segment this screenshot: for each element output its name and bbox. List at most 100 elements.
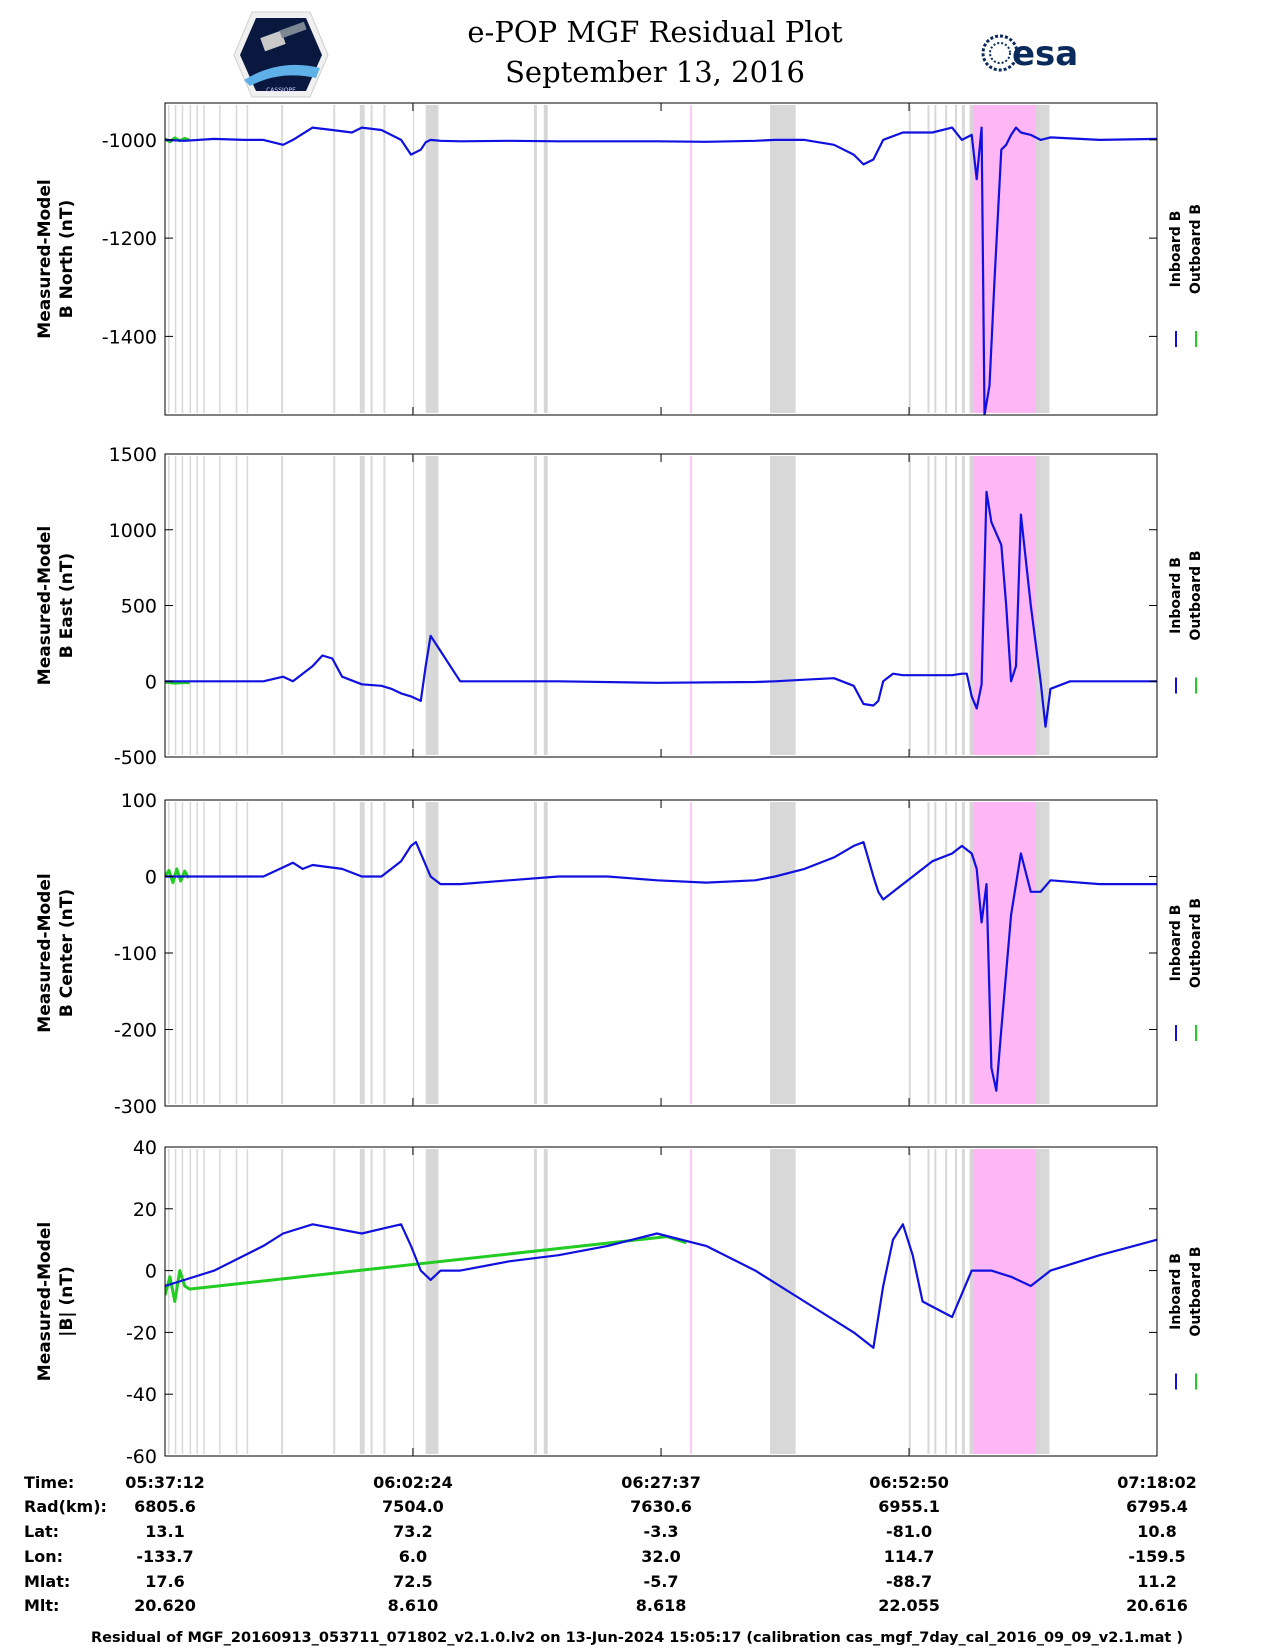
series-outboard-line [165, 867, 190, 885]
series-inboard-line [165, 126, 1157, 415]
data-gap-11 [333, 1149, 336, 1454]
esa-logo-text: esa [1012, 34, 1078, 74]
data-gap-16 [533, 456, 537, 755]
table-row-label: Mlat: [24, 1572, 70, 1591]
y-axis-label-line2: |B| (nT) [57, 1266, 77, 1337]
data-gap-7 [219, 1149, 221, 1454]
data-gap-22 [908, 802, 911, 1104]
series-group [165, 126, 1157, 415]
data-gap-5 [196, 456, 198, 755]
data-gap-4 [189, 105, 192, 413]
data-gap-3 [181, 802, 184, 1104]
legend-outboard-label: Outboard B [1188, 550, 1204, 640]
data-gap-16 [533, 1149, 537, 1454]
y-tick-label: -20 [126, 1322, 157, 1344]
data-gap-18 [412, 1149, 415, 1454]
data-gap-21 [770, 802, 796, 1104]
y-axis-label-line1: Measured-Model [35, 179, 55, 338]
table-cell: 8.618 [636, 1596, 687, 1615]
data-gap-28 [969, 105, 974, 413]
page-subtitle: September 13, 2016 [505, 55, 805, 89]
ephemeris-table: Time: Rad(km): Lat: Lon: Mlat: Mlt: 05:37:12 68… [24, 1473, 1197, 1615]
data-gap-6 [203, 105, 205, 413]
y-tick-label: 40 [133, 1137, 157, 1159]
table-cell: -88.7 [886, 1572, 932, 1591]
data-gap-10 [281, 1149, 284, 1454]
data-gap-26 [955, 456, 957, 755]
data-gap-3 [181, 105, 184, 413]
legend-outboard-label: Outboard B [1188, 1246, 1204, 1336]
y-tick-label: -1400 [102, 326, 157, 348]
data-gap-10 [281, 105, 284, 413]
y-tick-label: -200 [114, 1020, 157, 1042]
data-gap-7 [219, 802, 221, 1104]
table-cell: 06:52:50 [869, 1473, 949, 1492]
data-gap-27 [961, 456, 965, 755]
event-band-2 [969, 802, 1041, 1104]
data-gap-22 [908, 456, 911, 755]
table-cell: 6955.1 [878, 1497, 940, 1516]
y-axis-label-line2: B East (nT) [57, 553, 77, 658]
table-cell: -81.0 [886, 1522, 932, 1541]
y-axis-label-line2: B North (nT) [57, 200, 77, 319]
table-cell: 17.6 [145, 1572, 184, 1591]
table-cell: 7504.0 [382, 1497, 444, 1516]
table-cell: 73.2 [393, 1522, 432, 1541]
table-cell: 20.620 [134, 1596, 196, 1615]
table-cell: 6805.6 [134, 1497, 196, 1516]
data-gap-26 [955, 1149, 957, 1454]
series-group [165, 840, 1157, 1092]
table-cell: 72.5 [393, 1572, 432, 1591]
data-gap-5 [196, 105, 198, 413]
panel-2: 1500 1000 500 0 -500 Measured-Model B East (nT… [35, 444, 1204, 769]
data-gap-23 [927, 456, 930, 755]
event-band-1 [690, 802, 692, 1104]
table-cell: 6795.4 [1126, 1497, 1188, 1516]
series-inboard-line [165, 1223, 1157, 1349]
data-gap-10 [281, 802, 284, 1104]
data-gap-21 [770, 105, 796, 413]
data-gap-22 [908, 105, 911, 413]
data-gap-11 [333, 456, 336, 755]
data-gap-27 [961, 802, 965, 1104]
event-band-1 [690, 1149, 692, 1454]
logo-caption: CASSIOPE [266, 87, 296, 94]
data-gap-1 [167, 1149, 170, 1454]
data-gap-6 [203, 456, 205, 755]
data-gaps [167, 802, 1050, 1104]
table-cell: 22.055 [878, 1596, 940, 1615]
data-gap-24 [934, 802, 937, 1104]
y-tick-label: -100 [114, 943, 157, 965]
data-gap-14 [383, 105, 386, 413]
table-cell: 05:37:12 [125, 1473, 205, 1492]
legend-inboard-label: Inboard B [1168, 905, 1184, 982]
table-cell: 8.610 [388, 1596, 439, 1615]
event-bands [690, 105, 1041, 413]
data-gap-28 [969, 1149, 974, 1454]
data-gap-23 [927, 1149, 930, 1454]
y-axis-label-line2: B Center (nT) [57, 889, 77, 1017]
series-group [165, 490, 1157, 728]
data-gap-19 [425, 802, 439, 1104]
legend-inboard-label: Inboard B [1168, 557, 1184, 634]
y-axis-label-line1: Measured-Model [35, 873, 55, 1032]
table-row-label: Rad(km): [24, 1497, 107, 1516]
table-cell: 06:02:24 [373, 1473, 453, 1492]
data-gap-11 [333, 105, 336, 413]
y-tick-label: 500 [121, 596, 157, 618]
legend-inboard-label: Inboard B [1168, 211, 1184, 288]
y-tick-label: 20 [133, 1199, 157, 1221]
data-gaps [167, 456, 1050, 755]
event-bands [690, 802, 1041, 1104]
series-group [165, 1223, 1157, 1349]
y-tick-label: -1200 [102, 228, 157, 250]
event-band-2 [969, 1149, 1041, 1454]
data-gap-9 [246, 1149, 249, 1454]
page-title: e-POP MGF Residual Plot [467, 15, 843, 49]
data-gap-21 [770, 1149, 796, 1454]
data-gap-23 [927, 105, 930, 413]
data-gap-8 [235, 802, 238, 1104]
data-gap-9 [246, 105, 249, 413]
table-cell: 07:18:02 [1117, 1473, 1197, 1492]
